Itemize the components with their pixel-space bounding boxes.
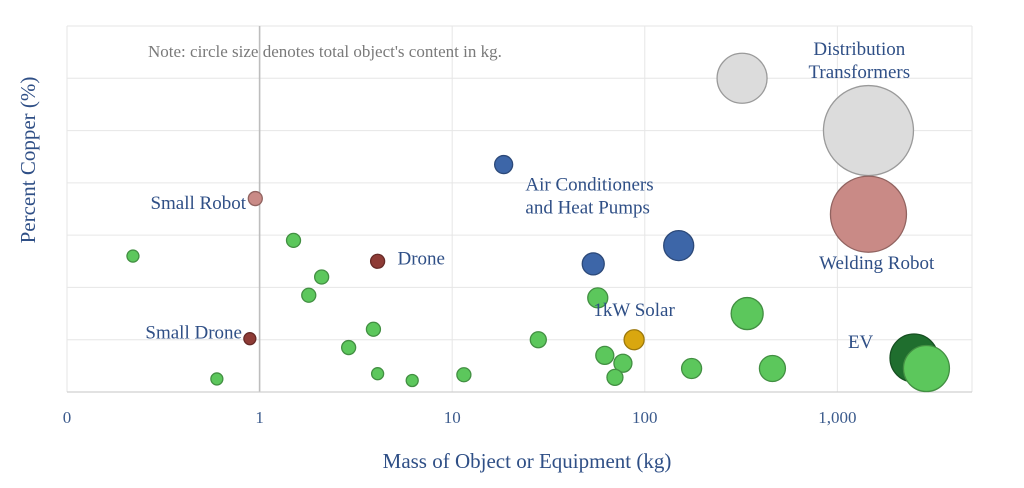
data-point — [341, 339, 357, 356]
data-point — [456, 367, 472, 383]
data-point — [822, 84, 915, 177]
data-point — [247, 190, 263, 207]
x-tick-label: 1,000 — [818, 408, 856, 427]
x-tick-label: 1 — [255, 408, 264, 427]
data-point — [902, 344, 951, 393]
data-point — [314, 269, 330, 285]
data-point — [623, 329, 645, 351]
x-axis-title: Mass of Object or Equipment (kg) — [383, 449, 672, 473]
annotations: Distribution Transformers Air Conditioners… — [145, 39, 935, 353]
data-point — [243, 332, 257, 346]
data-points — [126, 52, 951, 393]
data-point — [587, 287, 609, 309]
annotation-welding-robot: Welding Robot — [819, 253, 935, 274]
data-point — [493, 154, 514, 175]
data-point — [758, 354, 787, 383]
annotation-distribution-transformers: Distribution Transformers — [808, 39, 910, 83]
annotation-drone: Drone — [397, 248, 444, 269]
data-point — [370, 367, 385, 381]
data-point — [613, 353, 633, 373]
data-point — [606, 368, 624, 387]
data-point — [126, 249, 140, 263]
annotation-solar: 1kW Solar — [593, 300, 675, 321]
annotation-small-robot: Small Robot — [150, 193, 246, 214]
annotation-ev: EV — [848, 332, 874, 353]
x-tick-labels: 0 1 10 100 1,000 — [63, 408, 857, 427]
data-point — [369, 253, 386, 269]
data-point — [529, 331, 547, 349]
data-point — [663, 229, 695, 262]
x-tick-label: 0 — [63, 408, 72, 427]
data-point — [285, 232, 302, 249]
data-point — [405, 373, 419, 388]
x-tick-label: 10 — [444, 408, 461, 427]
data-point — [581, 252, 605, 276]
data-point — [730, 296, 764, 331]
annotation-air-conditioners: Air Conditioners and Heat Pumps — [525, 175, 653, 219]
data-point — [829, 175, 908, 253]
data-point — [716, 52, 768, 104]
data-point — [210, 372, 224, 386]
chart-note: Note: circle size denotes total object's… — [148, 42, 502, 61]
y-axis-title: Percent Copper (%) — [16, 77, 40, 244]
data-point — [365, 321, 382, 337]
data-point — [595, 345, 615, 366]
annotation-small-drone: Small Drone — [145, 323, 242, 344]
x-tick-label: 100 — [632, 408, 658, 427]
data-point — [301, 287, 317, 303]
data-point — [680, 357, 703, 380]
